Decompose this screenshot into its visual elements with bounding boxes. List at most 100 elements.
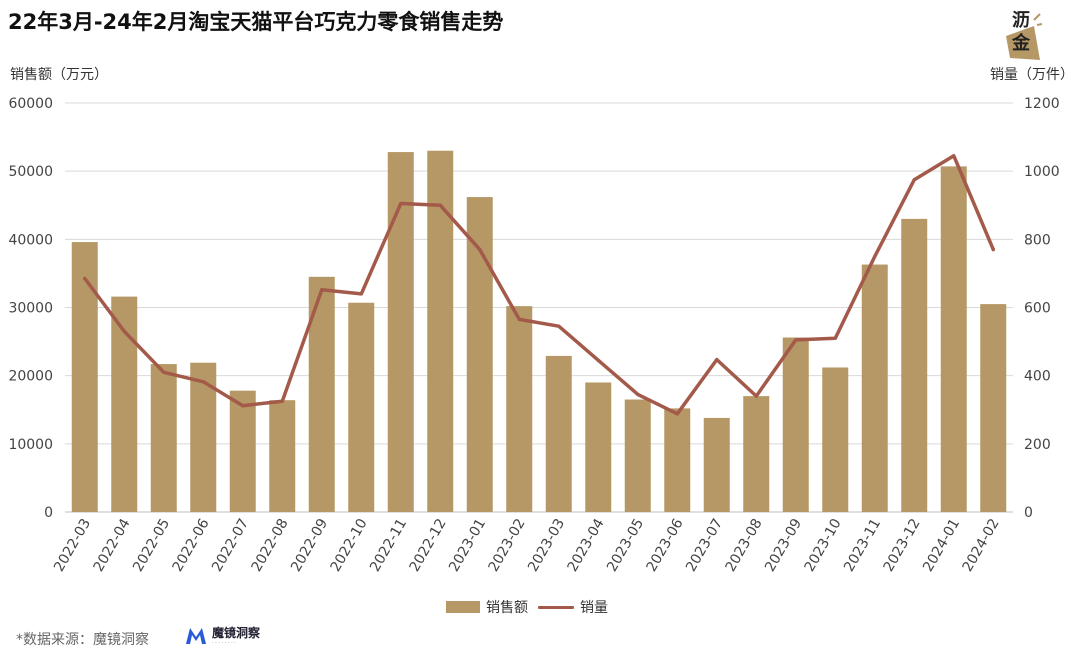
data-source-note: *数据来源：魔镜洞察 [16, 632, 149, 648]
point-volume [596, 358, 600, 362]
x-tick-label: 2023-11 [841, 516, 884, 575]
point-volume [794, 338, 798, 342]
x-tick-label: 2022-08 [249, 516, 292, 575]
x-tick-label: 2023-08 [723, 516, 766, 575]
bar-sales [229, 390, 256, 512]
x-tick-label: 2023-06 [644, 516, 687, 575]
x-tick-label: 2023-05 [604, 516, 647, 575]
y-left-tick-label: 60000 [8, 96, 53, 112]
point-volume [83, 276, 87, 281]
y-left-tick-label: 40000 [8, 232, 53, 248]
y-right-tick-label: 0 [1024, 505, 1033, 521]
x-tick-label: 2023-03 [525, 516, 568, 575]
source-logo-subtext: · · · · · · · · [212, 639, 236, 646]
y-left-tick-label: 0 [44, 505, 53, 521]
chart-title: 22年3月-24年2月淘宝天猫平台巧克力零食销售走势 [8, 10, 504, 34]
y-right-tick-label: 600 [1024, 301, 1051, 317]
point-volume [873, 254, 877, 258]
point-volume [675, 412, 679, 416]
point-volume [478, 247, 482, 252]
x-tick-label: 2023-01 [446, 516, 489, 575]
x-tick-label: 2023-12 [881, 516, 924, 575]
x-tick-label: 2023-04 [565, 516, 608, 575]
bar-sales [822, 367, 849, 512]
chart-legend: 销售额 销量 [446, 597, 608, 617]
bar-sales [348, 302, 375, 512]
line-volume [83, 154, 996, 416]
point-volume [280, 399, 284, 403]
source-logo: 魔镜洞察 · · · · · · · · [184, 626, 260, 646]
bar-sales [901, 218, 928, 512]
brand-logo-text: 沥 金 [1010, 9, 1032, 55]
x-tick-label: 2023-09 [762, 516, 805, 575]
point-volume [991, 247, 995, 252]
point-volume [201, 380, 205, 384]
brand-logo-text-bottom: 金 [1012, 33, 1030, 54]
x-tick-label: 2023-02 [486, 516, 529, 575]
point-volume [517, 317, 521, 322]
bar-sales [980, 304, 1007, 512]
bar-sales [387, 152, 414, 512]
bar-sales [506, 306, 533, 512]
point-volume [952, 154, 956, 158]
point-volume [715, 358, 719, 362]
bar-sales [743, 396, 770, 512]
bar-sales [71, 242, 98, 512]
bar-sales [545, 355, 572, 512]
y-left-tick-label: 50000 [8, 164, 53, 180]
legend-line-swatch [538, 605, 574, 609]
source-logo-mark [186, 628, 206, 644]
x-tick-label: 2022-04 [91, 516, 134, 575]
point-volume [912, 178, 916, 182]
point-volume [399, 201, 403, 206]
point-volume [320, 288, 324, 292]
x-tick-label: 2022-05 [130, 516, 173, 575]
point-volume [359, 292, 363, 296]
y-left-tick-label: 30000 [8, 301, 53, 317]
bar-sales [703, 417, 730, 512]
x-tick-label: 2022-07 [209, 516, 252, 575]
y-left-tick-label: 20000 [8, 369, 53, 385]
bar-sales [466, 197, 493, 512]
point-volume [438, 203, 442, 207]
y-right-axis-title: 销量（万件） [990, 67, 1074, 83]
y-right-tick-label: 1200 [1024, 96, 1060, 112]
bar-sales [190, 362, 217, 512]
point-volume [241, 404, 245, 408]
bar-sales [427, 150, 454, 512]
bar-sales [861, 264, 888, 512]
bar-sales [624, 399, 651, 512]
point-volume [754, 394, 758, 398]
point-volume [636, 392, 640, 397]
x-tick-label: 2022-12 [407, 516, 450, 575]
x-tick-label: 2022-06 [170, 516, 213, 575]
bar-sales [782, 337, 809, 512]
legend-label-volume: 销量 [580, 600, 608, 616]
bar-sales [664, 408, 691, 512]
y-left-tick-label: 10000 [8, 437, 53, 453]
bar-sales [269, 400, 296, 512]
x-tick-label: 2024-02 [960, 516, 1003, 575]
legend-item-volume: 销量 [538, 597, 608, 617]
y-right-tick-label: 400 [1024, 369, 1051, 385]
source-logo-name: 魔镜洞察 [212, 625, 261, 640]
legend-item-sales: 销售额 [446, 597, 528, 617]
x-tick-label: 2023-10 [802, 516, 845, 575]
y-right-tick-label: 1000 [1024, 164, 1060, 180]
y-right-tick-label: 200 [1024, 437, 1051, 453]
point-volume [162, 370, 166, 374]
point-volume [122, 329, 126, 333]
x-tick-label: 2022-03 [51, 516, 94, 575]
brand-logo-mark [1006, 13, 1042, 60]
legend-bar-swatch [446, 601, 480, 613]
brand-logo: 沥 金 [992, 6, 1056, 66]
x-tick-label: 2024-01 [920, 516, 963, 575]
y-left-axis-title: 销售额（万元） [10, 67, 108, 83]
y-right-tick-label: 800 [1024, 232, 1051, 248]
point-volume [833, 336, 837, 340]
legend-label-sales: 销售额 [486, 600, 528, 616]
x-tick-label: 2022-11 [367, 516, 410, 575]
bar-sales [585, 382, 612, 512]
x-tick-label: 2023-07 [683, 516, 726, 575]
